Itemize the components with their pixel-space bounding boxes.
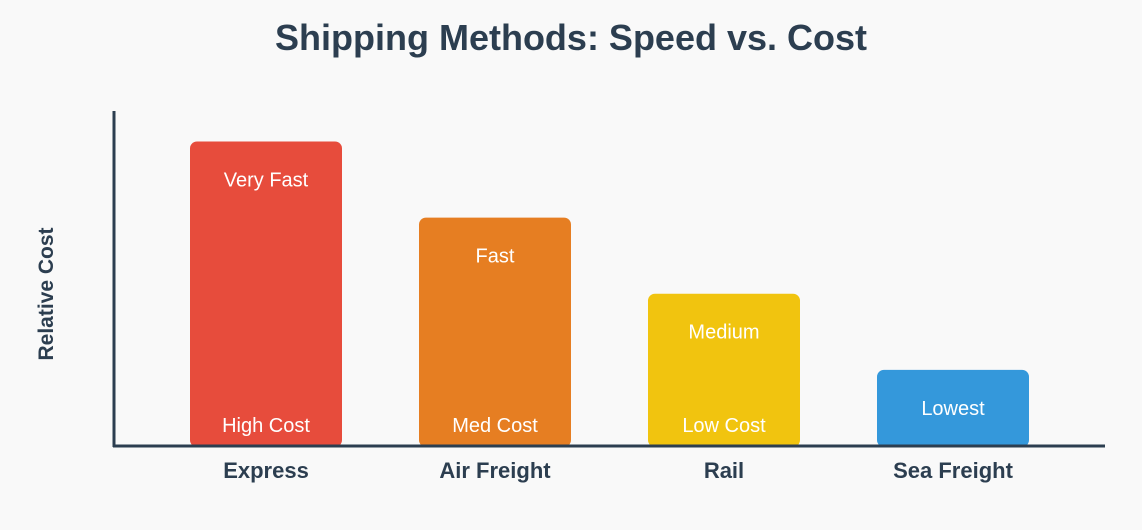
bar-rail [648,293,800,447]
bar-speed-label: Lowest [921,398,985,420]
bar-sea-freight [877,369,1029,447]
x-tick-label: Express [223,458,309,483]
x-tick-label: Rail [704,458,744,483]
bar-cost-label: Low Cost [682,415,766,437]
bar-cost-label: Med Cost [452,415,538,437]
y-axis-label: Relative Cost [35,227,58,360]
chart-title: Shipping Methods: Speed vs. Cost [275,17,867,58]
bar-speed-label: Fast [476,246,515,268]
bar-speed-label: Very Fast [224,169,309,191]
bar-cost-label: High Cost [222,415,310,437]
bar-air-freight [419,217,571,447]
bar-speed-label: Medium [688,322,759,344]
x-tick-label: Air Freight [439,458,551,483]
x-tick-label: Sea Freight [893,458,1013,483]
bar-express [190,141,342,448]
